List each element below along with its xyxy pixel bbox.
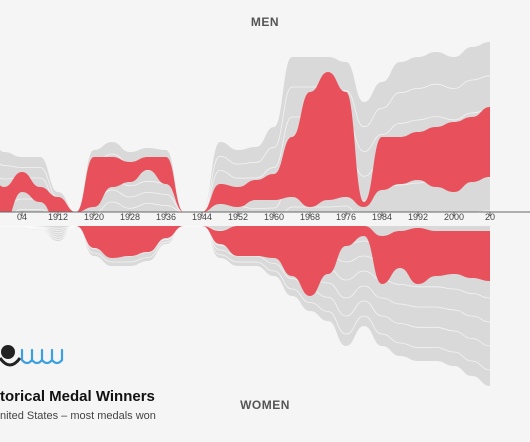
logo-smile-icon [0, 357, 22, 367]
x-tick-label: 04 [17, 212, 27, 222]
x-tick-label: 1952 [228, 212, 248, 222]
x-tick-label: 1944 [192, 212, 212, 222]
women-label: WOMEN [240, 398, 290, 412]
logo-head-icon [1, 345, 15, 359]
x-tick-label: 1960 [264, 212, 284, 222]
chart-title: torical Medal Winners [0, 388, 155, 405]
x-axis-ticks: 04 1912 1920 1928 1936 1944 1952 1960 1968 1976 19… [17, 212, 495, 222]
men-stream-line [0, 75, 491, 212]
logo [0, 345, 64, 367]
x-tick-label: 1992 [408, 212, 428, 222]
x-tick-label: 1912 [48, 212, 68, 222]
x-tick-label: 1976 [336, 212, 356, 222]
women-stream-line [0, 226, 491, 371]
men-highlight-stream [0, 72, 490, 212]
women-background-stream [0, 226, 490, 386]
x-tick-label: 1920 [84, 212, 104, 222]
x-tick-label: 20 [485, 212, 495, 222]
x-tick-label: 1984 [372, 212, 392, 222]
women-streams [0, 226, 491, 386]
logo-wave-icon [20, 348, 64, 365]
x-tick-label: 1928 [120, 212, 140, 222]
men-label: MEN [251, 15, 279, 29]
x-tick-label: 1968 [300, 212, 320, 222]
chart-subtitle: nited States – most medals won [0, 410, 156, 422]
women-highlight-stream [0, 226, 490, 296]
x-tick-label: 2000 [444, 212, 464, 222]
x-tick-label: 1936 [156, 212, 176, 222]
men-streams [0, 42, 491, 212]
